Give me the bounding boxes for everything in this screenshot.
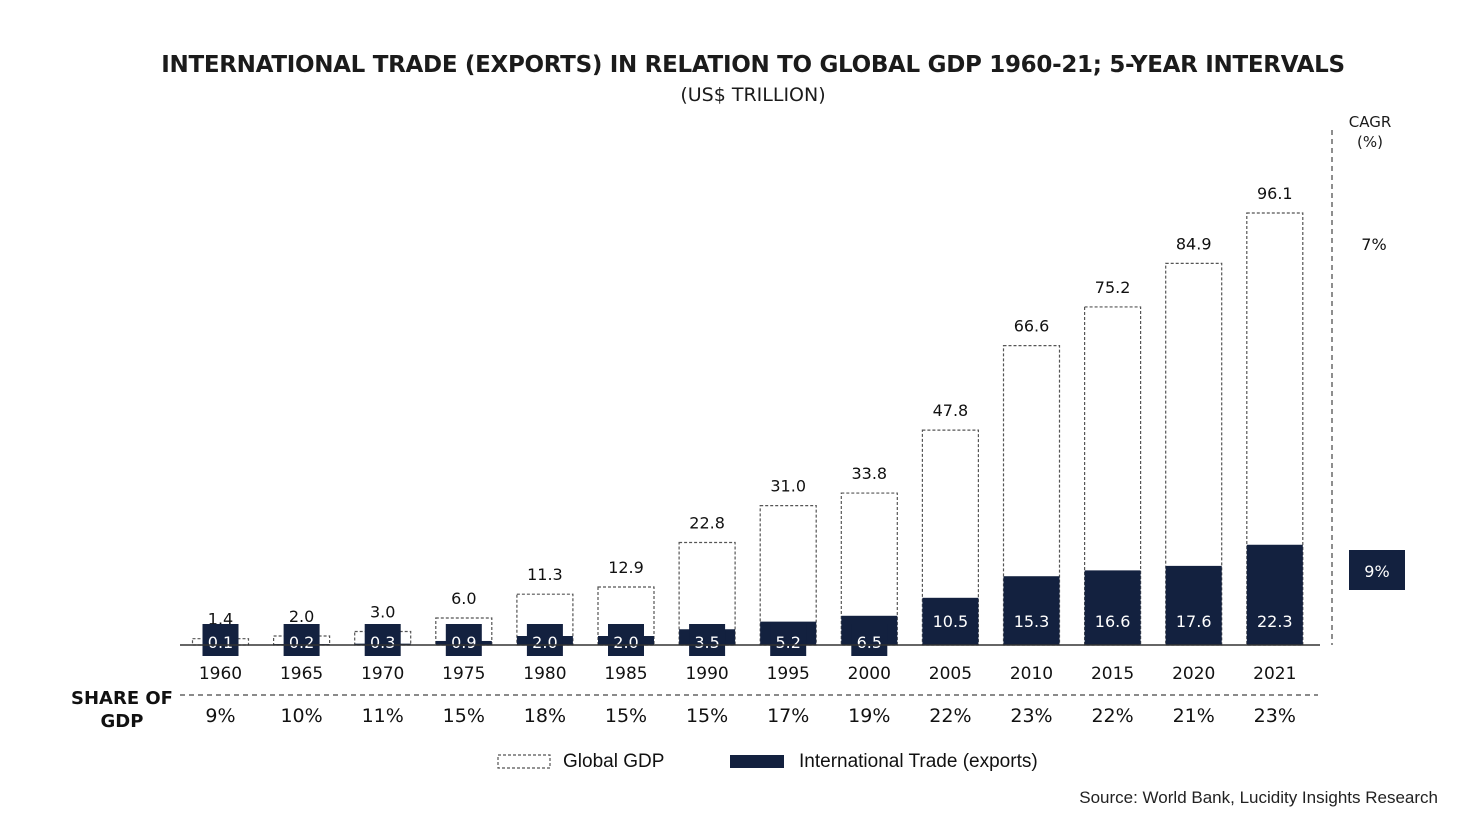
- legend-trade-label: International Trade (exports): [799, 751, 1038, 772]
- trade-label-1985: 2.0: [613, 633, 638, 652]
- gdp-bar-2005: [921, 429, 980, 646]
- trade-label-2015: 16.6: [1095, 612, 1131, 631]
- trade-bar-2015: [1084, 570, 1141, 645]
- gdp-label-2015: 75.2: [1095, 278, 1131, 297]
- trade-badge-1960: [202, 624, 239, 656]
- share-of-gdp-label-line-1: SHARE OF: [71, 688, 173, 709]
- legend-gdp-swatch: [497, 754, 551, 769]
- year-label-2021: 2021: [1253, 664, 1296, 684]
- year-label-1995: 1995: [767, 664, 810, 684]
- trade-label-1960: 0.1: [208, 633, 233, 652]
- year-label-1975: 1975: [442, 664, 485, 684]
- legend-trade-swatch: [730, 755, 784, 768]
- share-label-2010: 23%: [1010, 705, 1052, 727]
- share-label-1970: 11%: [362, 705, 404, 727]
- chart-title: INTERNATIONAL TRADE (EXPORTS) IN RELATIO…: [161, 52, 1345, 78]
- year-label-2005: 2005: [929, 664, 972, 684]
- trade-label-1975: 0.9: [451, 633, 476, 652]
- share-label-1995: 17%: [767, 705, 809, 727]
- year-label-1980: 1980: [523, 664, 566, 684]
- gdp-label-1970: 3.0: [370, 603, 395, 622]
- trade-badge-1975: [445, 624, 482, 656]
- trade-badge-1985: [608, 624, 644, 656]
- share-label-1980: 18%: [524, 705, 566, 727]
- year-label-1960: 1960: [199, 664, 242, 684]
- trade-badge-1980: [526, 624, 563, 656]
- trade-label-1965: 0.2: [289, 633, 314, 652]
- share-label-1985: 15%: [605, 705, 647, 727]
- gdp-bar-1995: [759, 505, 817, 646]
- trade-label-2000: 6.5: [857, 633, 882, 652]
- bars-group: 1.4 0.1 2.0 0.2 3.0 0.3 6.0 0.9 11.3 2.0 12.9 2.0 22…: [191, 184, 1304, 656]
- gdp-label-1975: 6.0: [451, 589, 476, 608]
- gdp-label-1995: 31.0: [770, 477, 806, 496]
- trade-bar-2010: [1003, 576, 1060, 645]
- share-label-2000: 19%: [848, 705, 890, 727]
- trade-label-2010: 15.3: [1014, 612, 1050, 631]
- year-label-2010: 2010: [1010, 664, 1053, 684]
- gdp-label-2010: 66.6: [1014, 317, 1050, 336]
- trade-label-1970: 0.3: [370, 633, 395, 652]
- trade-badge-1965: [283, 624, 320, 656]
- trade-label-2005: 10.5: [933, 612, 969, 631]
- gdp-bar-2010: [1002, 345, 1061, 646]
- chart-subtitle: (US$ TRILLION): [680, 84, 826, 106]
- cagr-header-line-2: (%): [1357, 133, 1383, 151]
- share-label-2005: 22%: [929, 705, 971, 727]
- share-label-2021: 23%: [1254, 705, 1296, 727]
- trade-badge-2000: [851, 624, 888, 656]
- year-label-1985: 1985: [604, 664, 647, 684]
- trade-badge-1995: [770, 624, 807, 656]
- share-label-1960: 9%: [205, 705, 235, 727]
- trade-bar-2021: [1246, 544, 1303, 645]
- share-label-1965: 10%: [280, 705, 322, 727]
- trade-label-1995: 5.2: [775, 633, 800, 652]
- gdp-label-2000: 33.8: [851, 464, 887, 483]
- cagr-header: CAGR (%): [1340, 112, 1400, 152]
- gdp-label-1980: 11.3: [527, 565, 563, 584]
- year-label-2020: 2020: [1172, 664, 1215, 684]
- share-labels: 9% 10% 11% 15% 18% 15% 15% 17% 19% 22% 23% 22% 21% 23…: [205, 705, 1295, 727]
- cagr-gdp-value: 7%: [1361, 235, 1386, 254]
- cagr-trade-value: 9%: [1364, 562, 1389, 581]
- year-label-1970: 1970: [361, 664, 404, 684]
- source-note: Source: World Bank, Lucidity Insights Re…: [1079, 788, 1438, 807]
- trade-badge-1990: [689, 624, 726, 656]
- gdp-label-1960: 1.4: [208, 610, 233, 629]
- share-label-1990: 15%: [686, 705, 728, 727]
- share-of-gdp-label-line-2: GDP: [101, 711, 144, 732]
- gdp-label-2020: 84.9: [1176, 234, 1212, 253]
- year-label-2015: 2015: [1091, 664, 1134, 684]
- year-label-1990: 1990: [685, 664, 728, 684]
- year-label-1965: 1965: [280, 664, 323, 684]
- trade-label-1980: 2.0: [532, 633, 557, 652]
- gdp-label-1965: 2.0: [289, 607, 314, 626]
- year-labels: 1960 1965 1970 1975 1980 1985 1990 1995 2000 2005…: [199, 664, 1297, 684]
- gdp-bar-1980: [516, 593, 574, 646]
- year-label-2000: 2000: [848, 664, 891, 684]
- gdp-label-1990: 22.8: [689, 514, 725, 533]
- cagr-header-line-1: CAGR: [1348, 113, 1392, 131]
- trade-bar-2020: [1165, 565, 1222, 645]
- cagr-trade-box: [1349, 550, 1405, 590]
- gdp-label-2005: 47.8: [933, 401, 969, 420]
- share-label-2020: 21%: [1173, 705, 1215, 727]
- share-label-1975: 15%: [443, 705, 485, 727]
- share-label-2015: 22%: [1091, 705, 1133, 727]
- trade-badge-1970: [364, 624, 401, 656]
- trade-label-2020: 17.6: [1176, 612, 1212, 631]
- gdp-label-2021: 96.1: [1257, 184, 1293, 203]
- trade-label-1990: 3.5: [694, 633, 719, 652]
- trade-label-2021: 22.3: [1257, 612, 1293, 631]
- legend-gdp-label: Global GDP: [563, 751, 664, 772]
- gdp-label-1985: 12.9: [608, 558, 644, 577]
- trade-bar-2005: [922, 597, 979, 645]
